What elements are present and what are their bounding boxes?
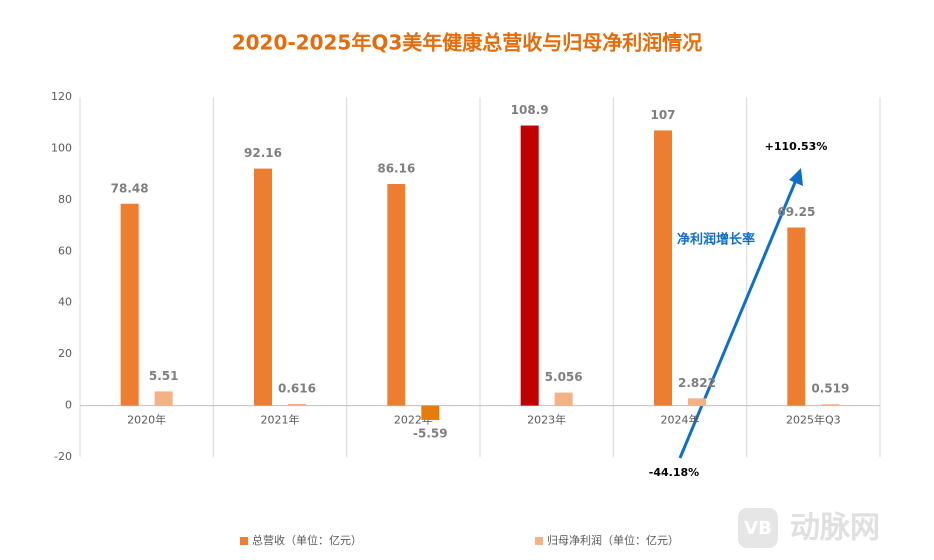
annotation: -44.18% bbox=[649, 466, 699, 479]
data-label: 107 bbox=[650, 108, 675, 122]
legend-label: 归母净利润（单位：亿元） bbox=[547, 533, 679, 547]
x-tick-label: 2021年 bbox=[261, 413, 300, 427]
legend-swatch bbox=[535, 537, 543, 545]
arrow-head bbox=[789, 168, 803, 186]
watermark: 动脉网 bbox=[790, 511, 880, 546]
y-tick-label: 120 bbox=[51, 90, 72, 103]
x-tick-label: 2020年 bbox=[127, 413, 166, 427]
watermark-logo-text: VB bbox=[744, 518, 772, 539]
watermark-logo bbox=[738, 508, 778, 548]
data-label: 2.822 bbox=[678, 376, 716, 390]
data-label: 5.056 bbox=[545, 370, 583, 384]
bar bbox=[821, 404, 840, 406]
legend-label: 总营收（单位：亿元） bbox=[252, 533, 362, 547]
legend-swatch bbox=[240, 537, 248, 545]
y-tick-label: -20 bbox=[54, 450, 72, 463]
bar bbox=[520, 125, 539, 406]
bar bbox=[421, 405, 440, 420]
data-label: 78.48 bbox=[111, 181, 149, 195]
bar bbox=[688, 398, 706, 406]
y-tick-label: 100 bbox=[51, 141, 72, 154]
data-label: 108.9 bbox=[511, 103, 549, 117]
bar bbox=[554, 392, 573, 406]
bar bbox=[120, 203, 139, 406]
bar bbox=[254, 168, 272, 406]
data-label: 0.519 bbox=[811, 382, 849, 396]
bar bbox=[654, 130, 672, 406]
data-label: 0.616 bbox=[278, 381, 316, 395]
x-tick-label: 2025年Q3 bbox=[786, 413, 841, 427]
annotation: 净利润增长率 bbox=[677, 232, 755, 248]
data-label: 5.51 bbox=[149, 369, 179, 383]
data-label: -5.59 bbox=[413, 426, 448, 440]
y-tick-label: 40 bbox=[58, 296, 72, 309]
bar bbox=[154, 391, 173, 406]
bar bbox=[288, 403, 306, 406]
bar bbox=[787, 227, 806, 406]
chart-title: 2020-2025年Q3美年健康总营收与归母净利润情况 bbox=[232, 31, 703, 55]
x-tick-label: 2023年 bbox=[527, 413, 566, 427]
data-label: 86.16 bbox=[377, 162, 415, 176]
y-tick-label: 60 bbox=[58, 244, 72, 257]
x-tick-label: 2024年 bbox=[661, 413, 700, 427]
annotation: +110.53% bbox=[765, 140, 828, 153]
bar bbox=[387, 184, 406, 406]
data-label: 69.25 bbox=[777, 205, 815, 219]
data-label: 92.16 bbox=[244, 146, 282, 160]
y-tick-label: 80 bbox=[58, 193, 72, 206]
y-tick-label: 20 bbox=[58, 347, 72, 360]
y-tick-label: 0 bbox=[65, 399, 72, 412]
growth-arrow bbox=[678, 179, 798, 459]
